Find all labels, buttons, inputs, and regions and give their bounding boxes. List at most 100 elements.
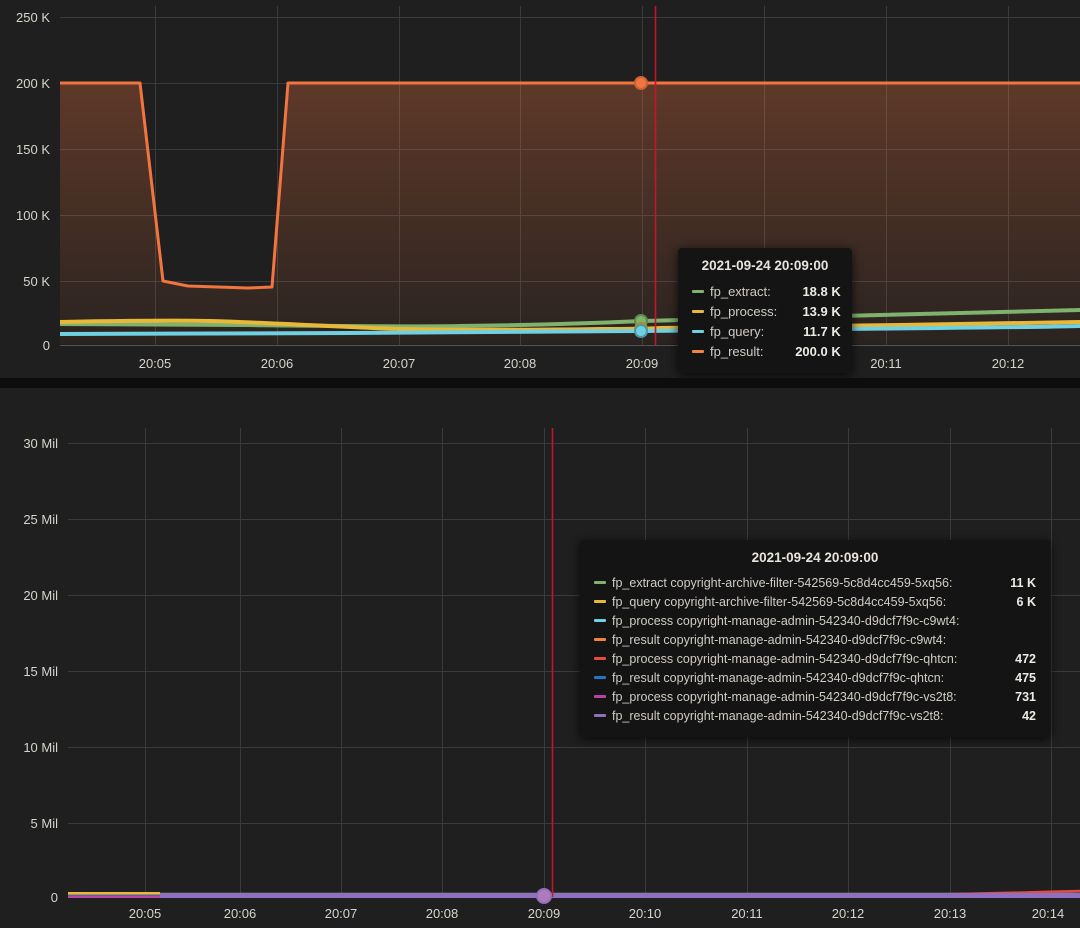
tooltip-row: fp_process: 13.9 K xyxy=(692,301,841,321)
tooltip-row: fp_extract copyright-archive-filter-5425… xyxy=(594,573,1036,592)
x-tick-label: 20:08 xyxy=(426,906,459,921)
top-chart-highlight-points xyxy=(634,76,648,338)
tooltip-swatch-cell xyxy=(692,281,710,301)
x-tick-label: 20:09 xyxy=(626,356,659,371)
series-line-fp-process xyxy=(60,318,1080,332)
tooltip-series-label: fp_result copyright-manage-admin-542340-… xyxy=(612,670,945,685)
tooltip-series-label: fp_process copyright-manage-admin-542340… xyxy=(612,689,957,704)
tooltip-title: 2021-09-24 20:09:00 xyxy=(751,550,879,565)
panel-top[interactable]: 250 K 200 K 150 K 100 K 50 K 0 20:05 20:… xyxy=(0,0,1080,378)
tooltip-row: fp_process copyright-manage-admin-542340… xyxy=(594,687,1036,706)
series-color-swatch-icon xyxy=(594,638,606,641)
tooltip-series-value: 475 xyxy=(1015,670,1036,685)
tooltip-swatch-cell xyxy=(594,573,612,592)
tooltip-swatch-cell xyxy=(594,668,612,687)
y-tick-label: 25 Mil xyxy=(23,512,58,527)
tooltip-row: fp_query: 11.7 K xyxy=(692,321,841,341)
tooltip-row: fp_process copyright-manage-admin-542340… xyxy=(594,649,1036,668)
tooltip-row: fp_extract: 18.8 K xyxy=(692,281,841,301)
x-tick-label: 20:10 xyxy=(629,906,662,921)
y-tick-label: 50 K xyxy=(23,274,50,289)
top-chart-x-tick-labels: 20:05 20:06 20:07 20:08 20:09 20:10 20:1… xyxy=(139,356,1025,371)
tooltip-series-label: fp_extract copyright-archive-filter-5425… xyxy=(612,575,953,590)
bottom-chart-x-tick-labels: 20:05 20:06 20:07 20:08 20:09 20:10 20:1… xyxy=(129,906,1065,921)
tooltip-row: fp_result copyright-manage-admin-542340-… xyxy=(594,630,1036,649)
tooltip-series-value: 42 xyxy=(1022,708,1036,723)
tooltip-swatch-cell xyxy=(594,630,612,649)
tooltip-series-label: fp_result copyright-manage-admin-542340-… xyxy=(612,632,947,647)
tooltip-swatch-cell xyxy=(594,706,612,725)
tooltip-row: fp_query copyright-archive-filter-542569… xyxy=(594,592,1036,611)
bottom-chart-y-tick-labels: 30 Mil 25 Mil 20 Mil 15 Mil 10 Mil 5 Mil… xyxy=(23,436,58,905)
x-tick-label: 20:08 xyxy=(504,356,537,371)
x-tick-label: 20:09 xyxy=(528,906,561,921)
tooltip-series-value: 200.0 K xyxy=(795,343,841,359)
tooltip-row: fp_result copyright-manage-admin-542340-… xyxy=(594,706,1036,725)
y-tick-label: 0 xyxy=(43,338,50,353)
x-tick-label: 20:12 xyxy=(992,356,1025,371)
tooltip-series-value: 18.8 K xyxy=(802,283,841,299)
tooltip-series-label: fp_query copyright-archive-filter-542569… xyxy=(612,594,947,609)
x-tick-label: 20:06 xyxy=(261,356,294,371)
series-color-swatch-icon xyxy=(692,329,704,333)
bottom-chart-highlight-points xyxy=(536,888,552,904)
top-chart-tooltip: 2021-09-24 20:09:00 fp_extract: 18.8 K xyxy=(678,248,852,373)
series-color-swatch-icon xyxy=(594,657,606,660)
y-tick-label: 250 K xyxy=(16,10,50,25)
tooltip-series-table: fp_extract: 18.8 K fp_process: 13.9 K xyxy=(692,281,841,361)
series-color-swatch-icon xyxy=(692,309,704,313)
tooltip-swatch-cell xyxy=(692,301,710,321)
y-tick-label: 150 K xyxy=(16,142,50,157)
y-tick-label: 10 Mil xyxy=(23,740,58,755)
series-color-swatch-icon xyxy=(594,676,606,679)
x-tick-label: 20:05 xyxy=(139,356,172,371)
tooltip-series-label: fp_process copyright-manage-admin-542340… xyxy=(612,613,960,628)
series-color-swatch-icon xyxy=(594,619,606,622)
x-tick-label: 20:14 xyxy=(1032,906,1065,921)
top-chart-y-tick-labels: 250 K 200 K 150 K 100 K 50 K 0 xyxy=(16,10,50,353)
tooltip-series-value xyxy=(1008,630,1036,649)
tooltip-series-value: 6 K xyxy=(1016,594,1036,609)
x-tick-label: 20:05 xyxy=(129,906,162,921)
y-tick-label: 5 Mil xyxy=(31,816,59,831)
tooltip-swatch-cell xyxy=(692,341,710,361)
tooltip-swatch-cell xyxy=(594,687,612,706)
x-tick-label: 20:06 xyxy=(224,906,257,921)
y-tick-label: 0 xyxy=(51,890,58,905)
top-chart-plot[interactable]: 250 K 200 K 150 K 100 K 50 K 0 20:05 20:… xyxy=(0,0,1080,378)
y-tick-label: 200 K xyxy=(16,76,50,91)
x-tick-label: 20:11 xyxy=(870,356,902,371)
series-line-fp-query xyxy=(60,324,1080,336)
bottom-chart-plot[interactable]: 30 Mil 25 Mil 20 Mil 15 Mil 10 Mil 5 Mil… xyxy=(0,388,1080,928)
series-color-swatch-icon xyxy=(594,581,606,584)
tooltip-series-table: fp_extract copyright-archive-filter-5425… xyxy=(594,573,1036,725)
tooltip-series-label: fp_process: xyxy=(710,303,778,319)
tooltip-swatch-cell xyxy=(594,649,612,668)
panel-divider xyxy=(0,378,1080,388)
tooltip-swatch-cell xyxy=(594,611,612,630)
tooltip-title: 2021-09-24 20:09:00 xyxy=(701,258,829,273)
tooltip-series-value: 13.9 K xyxy=(802,303,841,319)
tooltip-series-value: 472 xyxy=(1015,651,1036,666)
tooltip-series-label: fp_result: xyxy=(710,343,764,359)
series-color-swatch-icon xyxy=(594,600,606,603)
y-tick-label: 20 Mil xyxy=(23,588,58,603)
tooltip-series-value: 11.7 K xyxy=(803,323,841,339)
tooltip-series-value: 731 xyxy=(1015,689,1036,704)
tooltip-series-label: fp_query: xyxy=(710,323,765,339)
tooltip-series-label: fp_process copyright-manage-admin-542340… xyxy=(612,651,958,666)
series-color-swatch-icon xyxy=(692,349,704,353)
tooltip-row: fp_process copyright-manage-admin-542340… xyxy=(594,611,1036,630)
x-tick-label: 20:07 xyxy=(325,906,358,921)
series-line-fp-extract xyxy=(60,308,1080,329)
tooltip-swatch-cell xyxy=(692,321,710,341)
bottom-chart-tooltip: 2021-09-24 20:09:00 fp_extract copyright… xyxy=(580,540,1050,737)
y-tick-label: 15 Mil xyxy=(23,664,58,679)
x-tick-label: 20:07 xyxy=(383,356,416,371)
x-tick-label: 20:12 xyxy=(832,906,865,921)
tooltip-row: fp_result copyright-manage-admin-542340-… xyxy=(594,668,1036,687)
tooltip-series-value: 11 K xyxy=(1010,575,1036,590)
series-color-swatch-icon xyxy=(594,714,606,717)
y-tick-label: 30 Mil xyxy=(23,436,58,451)
